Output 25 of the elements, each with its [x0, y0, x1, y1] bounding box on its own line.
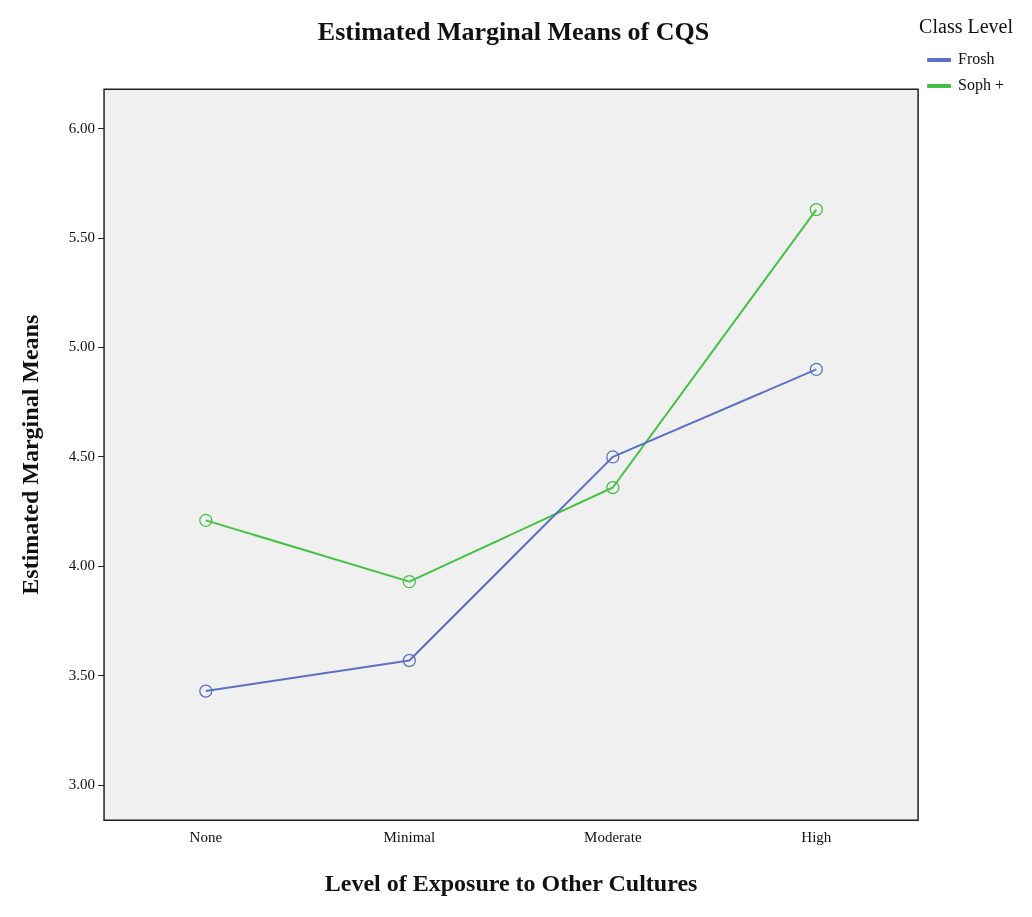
y-tick-label: 4.50: [68, 447, 96, 464]
x-tick-label: High: [801, 829, 832, 846]
point: [606, 480, 620, 495]
y-tick-label: 5.00: [68, 338, 96, 355]
point: [199, 684, 213, 698]
legend-title: Class Level: [919, 15, 1014, 38]
point: [199, 513, 213, 528]
point: [809, 362, 823, 376]
point: [809, 202, 823, 217]
point: [606, 450, 620, 464]
legend-label: Frosh: [958, 50, 995, 68]
chart-title: Estimated Marginal Means of CQS: [317, 17, 710, 47]
legend-label: Soph +: [958, 76, 1004, 95]
y-tick-label: 3.00: [68, 776, 96, 793]
point: [402, 574, 416, 589]
x-tick-label: None: [189, 829, 223, 846]
y-axis-title: Estimated Marginal Means: [16, 314, 43, 595]
y-tick-label: 5.50: [68, 228, 96, 245]
x-tick-label: Moderate: [584, 829, 642, 846]
x-axis-title: Level of Exposure to Other Cultures: [324, 869, 698, 896]
x-tick-label: Minimal: [383, 829, 436, 846]
y-tick-label: 3.50: [68, 666, 96, 683]
point: [402, 653, 416, 668]
y-tick-label: 4.00: [68, 557, 96, 574]
y-tick-label: 6.00: [68, 119, 96, 136]
